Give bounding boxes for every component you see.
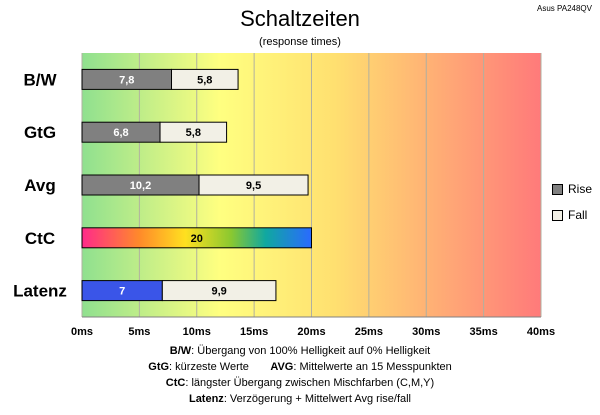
x-tick-label: 40ms	[527, 326, 555, 338]
note-gtg-text: : kürzeste Werte	[169, 361, 249, 373]
bar-label-fall: 5,8	[186, 127, 201, 139]
note-latenz: Latenz: Verzögerung + Mittelwert Avg ris…	[0, 391, 600, 407]
notes: B/W: Übergang von 100% Helligkeit auf 0%…	[0, 343, 600, 407]
bar-label-rise: 10,2	[130, 180, 151, 192]
category-label: GtG	[24, 123, 56, 142]
bar-label-rise: 6,8	[113, 127, 128, 139]
category-label: Avg	[24, 176, 56, 195]
legend-item-fall: Fall	[552, 207, 592, 223]
category-label: Latenz	[13, 282, 67, 301]
bar-fall	[171, 68, 239, 90]
chart-svg: 7,8 5,8 6,8 5,8 10,2 9,5 20 7 9,9 B/W GtG Avg CtC La…	[13, 53, 555, 338]
note-bw-key: B/W	[169, 345, 192, 357]
chart-subtitle: (response times)	[259, 36, 341, 48]
bar-fall	[198, 174, 309, 196]
x-tick-label: 25ms	[355, 326, 383, 338]
x-tick-label: 0ms	[71, 326, 93, 338]
x-tick-label: 10ms	[183, 326, 211, 338]
bar-label-rise: 20	[191, 233, 203, 245]
legend-swatch-fall	[552, 209, 563, 221]
grid-lines	[81, 53, 542, 318]
note-ctc: CtC: längster Übergang zwischen Mischfar…	[0, 375, 600, 391]
legend-label-fall: Fall	[568, 208, 588, 222]
x-tick-label: 20ms	[297, 326, 325, 338]
category-label: B/W	[23, 70, 57, 89]
bar-fall	[159, 121, 228, 143]
legend-item-rise: Rise	[552, 181, 592, 197]
legend: Rise Fall	[552, 181, 592, 233]
x-tick-label: 5ms	[128, 326, 150, 338]
category-labels: B/W GtG Avg CtC Latenz	[13, 70, 67, 300]
bar-rise	[81, 227, 312, 249]
monitor-model: Asus PA248QV	[537, 4, 592, 13]
x-tick-label: 35ms	[470, 326, 498, 338]
legend-swatch-rise	[552, 183, 563, 195]
note-ctc-key: CtC	[165, 377, 186, 389]
note-latenz-key: Latenz	[188, 393, 224, 405]
bar-label-rise: 7,8	[119, 74, 134, 86]
bar-label-fall: 9,5	[246, 180, 261, 192]
note-bw-text: : Übergang von 100% Helligkeit auf 0% He…	[191, 345, 431, 357]
note-bw: B/W: Übergang von 100% Helligkeit auf 0%…	[0, 343, 600, 359]
chart-title: Schaltzeiten	[240, 6, 360, 31]
x-tick-labels: 0ms 5ms 10ms 15ms 20ms 25ms 30ms 35ms 40ms	[71, 326, 555, 338]
note-latenz-text: : Verzögerung + Mittelwert Avg rise/fall	[223, 393, 412, 405]
note-gtg-key: GtG	[148, 361, 170, 373]
note-gtg-avg: GtG: kürzeste Werte AVG: Mittelwerte an …	[0, 359, 600, 375]
x-tick-label: 15ms	[240, 326, 268, 338]
bar-fall	[161, 280, 277, 302]
category-label: CtC	[25, 229, 55, 248]
note-ctc-text: : längster Übergang zwischen Mischfarben…	[185, 377, 435, 389]
legend-label-rise: Rise	[568, 182, 593, 196]
bar-label-fall: 9,9	[211, 286, 226, 298]
bar-label-fall: 5,8	[197, 74, 212, 86]
note-avg-text: : Mittelwerte an 15 Messpunkten	[293, 361, 452, 373]
x-tick-label: 30ms	[412, 326, 440, 338]
bar-label-rise: 7	[119, 286, 125, 298]
note-avg-key: AVG	[270, 361, 294, 373]
bars: 7,8 5,8 6,8 5,8 10,2 9,5 20 7 9,9	[81, 68, 312, 302]
